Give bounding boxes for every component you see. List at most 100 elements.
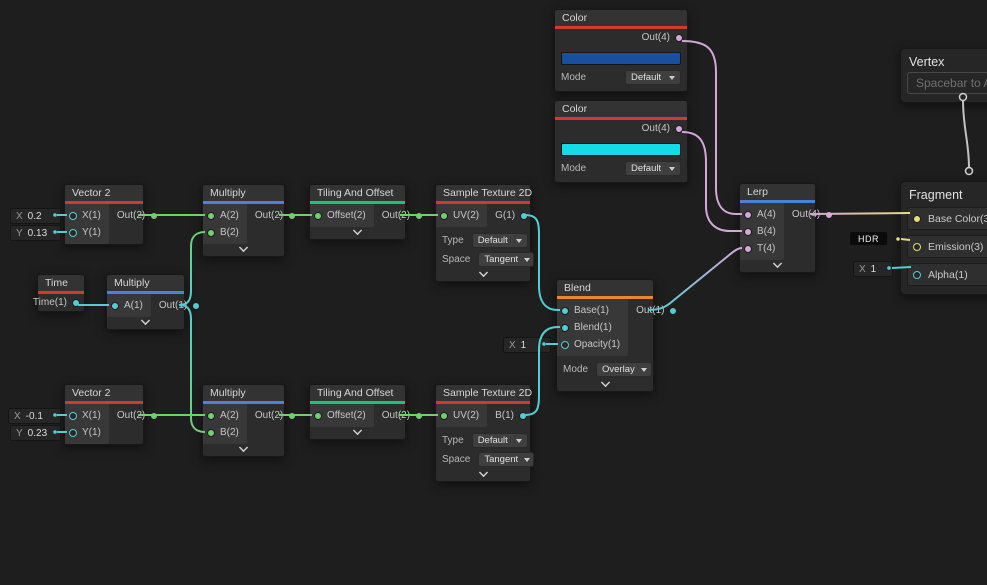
port-out[interactable] [288,411,297,420]
hdr-badge[interactable]: HDR [850,232,887,245]
mode-value: Overlay [602,364,635,375]
port-in-base[interactable] [561,306,569,315]
mode-dropdown[interactable]: Overlay [596,362,653,377]
y-value-field[interactable]: Y 0.23 [10,425,61,441]
context-title: Fragment [909,188,963,202]
port-in-a[interactable] [207,411,215,420]
node-tiling-offset-1[interactable]: Tiling And Offset Offset(2) Out(2) [309,184,424,240]
add-block-placeholder[interactable]: Spacebar to Add [907,72,987,94]
space-dropdown[interactable]: Tangent [478,452,535,467]
y-value-field[interactable]: Y 0.13 [10,225,61,241]
port-label: Alpha(1) [928,268,968,281]
port-in-a[interactable] [111,301,119,310]
port-in-offset[interactable] [314,411,322,420]
color-swatch[interactable] [561,143,681,156]
port-in-emission[interactable] [913,242,921,251]
field-value: -0.1 [25,410,43,422]
port-out-b[interactable] [519,411,528,420]
collapse-chevron-icon[interactable] [740,258,815,272]
node-multiply-time[interactable]: Multiply A(1) Out(1) [106,274,201,330]
port-in-y[interactable] [69,228,77,237]
alpha-value-field[interactable]: X 1 [853,261,893,277]
field-value: 0.13 [27,227,48,239]
mode-dropdown[interactable]: Default [625,161,681,176]
port-out[interactable] [675,124,683,133]
port-in-t[interactable] [744,244,752,253]
node-vector2-1[interactable]: Vector 2 X(1) Y(1) Out(2) [64,184,159,245]
port-out[interactable] [415,211,424,220]
node-sample-texture-2[interactable]: Sample Texture 2D UV(2) B(1) Type Defaul… [435,384,535,482]
collapse-chevron-icon[interactable] [436,467,530,481]
port-in-b[interactable] [207,428,215,437]
port-in-a[interactable] [207,211,215,220]
port-out[interactable] [150,211,159,220]
opacity-value-field[interactable]: X 1 [503,337,551,353]
wire-color2-to-lerp-b[interactable] [681,131,742,232]
x-value-field[interactable]: X 0.2 [10,208,61,224]
space-dropdown[interactable]: Tangent [478,252,535,267]
port-label: Out(4) [791,209,821,220]
collapse-chevron-icon[interactable] [310,225,405,239]
context-connector-handle[interactable] [964,166,974,176]
node-color-2[interactable]: Color Out(4) Mode Default [554,100,688,183]
port-in-opacity[interactable] [561,340,569,349]
port-in-x[interactable] [69,411,77,420]
port-in-x[interactable] [69,211,77,220]
node-multiply-2[interactable]: Multiply A(2) B(2) Out(2) [202,384,297,457]
collapse-chevron-icon[interactable] [107,315,184,329]
port-out[interactable] [150,411,159,420]
port-out-time[interactable] [72,298,80,307]
node-tiling-offset-2[interactable]: Tiling And Offset Offset(2) Out(2) [309,384,424,440]
port-in-blend[interactable] [561,323,569,332]
collapse-chevron-icon[interactable] [310,425,405,439]
port-out[interactable] [415,411,424,420]
node-lerp[interactable]: Lerp A(4) B(4) T(4) Out(4) [739,183,834,273]
port-out[interactable] [192,301,201,310]
port-in-alpha[interactable] [913,270,921,279]
node-multiply-1[interactable]: Multiply A(2) B(2) Out(2) [202,184,297,257]
port-in-base-color[interactable] [913,214,921,223]
type-dropdown[interactable]: Default [471,233,528,248]
x-value-field[interactable]: X -0.1 [8,408,61,424]
wire-vertex-to-fragment[interactable] [962,99,970,169]
node-blend[interactable]: Blend Base(1) Blend(1) Opacity(1) Out(1)… [556,279,678,392]
node-fragment-context[interactable]: Fragment Base Color(3) Emission(3) Alpha… [900,181,987,295]
port-label: UV(2) [453,210,480,221]
type-dropdown[interactable]: Default [471,433,528,448]
mode-dropdown[interactable]: Default [625,70,681,85]
port-out[interactable] [669,306,678,315]
port-in-uv[interactable] [440,411,448,420]
block-base-color[interactable]: Base Color(3) [907,207,987,230]
accent-bar [203,201,284,204]
port-label: Out(2) [116,210,146,221]
node-color-1[interactable]: Color Out(4) Mode Default [554,9,688,92]
field-value: 0.23 [27,427,48,439]
port-in-uv[interactable] [440,211,448,220]
block-alpha[interactable]: Alpha(1) [907,263,987,286]
port-out[interactable] [825,210,834,219]
port-out-g[interactable] [520,211,529,220]
node-time[interactable]: Time Time(1) [33,274,85,312]
color-swatch[interactable] [561,52,681,65]
collapse-chevron-icon[interactable] [436,267,530,281]
port-in-b[interactable] [744,227,752,236]
block-emission[interactable]: Emission(3) [907,235,987,258]
port-in-a[interactable] [744,210,752,219]
port-out[interactable] [288,211,297,220]
collapse-chevron-icon[interactable] [557,377,653,391]
node-vector2-2[interactable]: Vector 2 X(1) Y(1) Out(2) [64,384,159,445]
collapse-chevron-icon[interactable] [203,442,284,456]
context-title: Vertex [909,55,945,69]
wire-color1-to-lerp-a[interactable] [681,40,742,215]
collapse-chevron-icon[interactable] [203,242,284,256]
mode-label: Mode [561,72,587,83]
port-out[interactable] [675,33,683,42]
node-vertex-context[interactable]: Vertex Spacebar to Add [900,48,987,103]
node-sample-texture-1[interactable]: Sample Texture 2D UV(2) G(1) Type Defaul… [435,184,535,282]
port-in-b[interactable] [207,228,215,237]
port-in-y[interactable] [69,428,77,437]
port-in-offset[interactable] [314,211,322,220]
node-title: Vector 2 [65,185,143,201]
port-label: Blend(1) [574,322,612,333]
